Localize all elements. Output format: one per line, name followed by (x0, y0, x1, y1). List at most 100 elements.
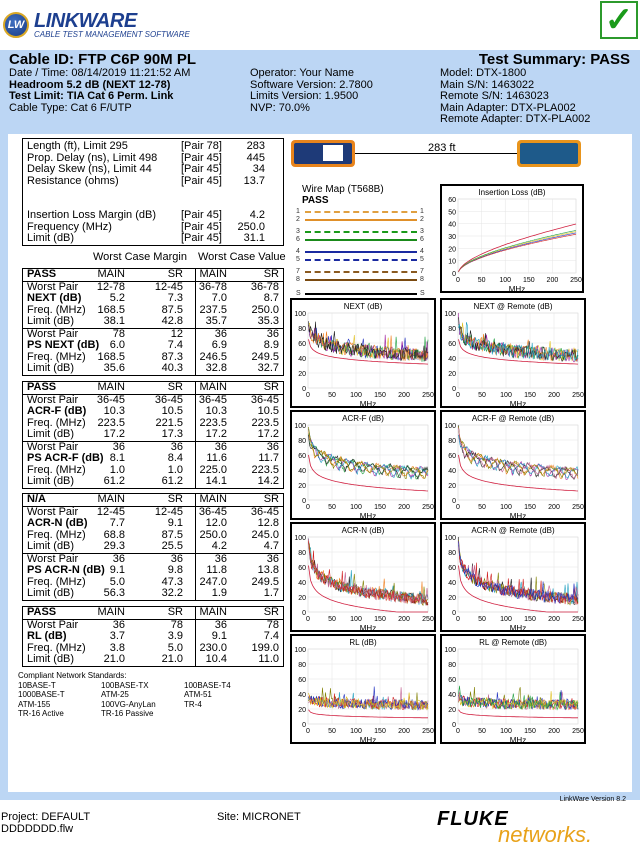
table-cell: 25.5 (161, 540, 183, 552)
data-series (308, 426, 429, 480)
summary-cell: [Pair 45] (181, 163, 222, 176)
wiremap-wire (305, 219, 417, 221)
table-cell: 10.3 (103, 405, 125, 417)
standard-item: 100BASE-TX (101, 680, 149, 690)
project-label: Project: DEFAULT (1, 811, 91, 823)
table-cell: Freq. (MHz) (27, 416, 86, 429)
table-cell: 3.8 (109, 641, 125, 654)
x-tick-label: 100 (500, 616, 512, 623)
linkware-logo-name: LINKWARE (34, 10, 137, 32)
wiremap-wire (305, 211, 417, 213)
file-name: DDDDDDD.flw (1, 823, 74, 835)
header-cell: MAIN (97, 381, 126, 393)
table-cell: 61.2 (161, 475, 183, 487)
table-header-row: PASS MAIN SR MAIN SR (23, 606, 283, 619)
wiremap-pin-right: 2 (420, 216, 424, 223)
table-cell: 87.5 (161, 303, 183, 316)
worst-case-margin-header: Worst Case Margin (93, 251, 187, 263)
table-cell: 7.0 (211, 292, 227, 304)
chart-plot: 0 20 40 60 80 100 0 50 100 150 200 250 MHz (444, 647, 584, 742)
y-tick-label: 80 (448, 438, 456, 445)
table-cell: 32.8 (205, 362, 227, 374)
x-tick-label: 100 (350, 728, 362, 735)
table-cell: 230.0 (199, 641, 227, 654)
table-divider (195, 269, 196, 375)
y-tick-label: 40 (448, 580, 456, 587)
x-tick-label: 50 (478, 504, 486, 511)
y-tick-label: 100 (294, 311, 306, 318)
x-tick-label: 150 (523, 277, 535, 284)
data-series (308, 428, 429, 480)
limit-line (308, 565, 428, 613)
table-cell: 9.8 (167, 564, 183, 576)
table-section: Worst Pair 36 36 36 36 PS ACR-F (dB) 8.1 8.4 11.… (23, 440, 283, 488)
wiremap-wire (305, 239, 417, 241)
wiremap-pin-right: 7 (420, 268, 424, 275)
summary-cell: Limit (dB) (27, 232, 75, 245)
summary-cell: 4.2 (249, 209, 265, 221)
table-header-row: PASS MAIN SR MAIN SR (23, 268, 283, 281)
summary-cell: Frequency (MHz) (27, 220, 112, 233)
table-row: Worst Pair 12-45 12-45 36-45 36-45 (23, 505, 283, 519)
table-cell: 5.0 (167, 641, 183, 654)
header-cell: PASS (27, 268, 57, 280)
x-tick-label: 200 (398, 728, 410, 735)
table-cell: Worst Pair (27, 552, 79, 565)
header-col3-line: Main Adapter: DTX-PLA002 (440, 101, 576, 114)
summary-cell: Delay Skew (ns), Limit 44 (27, 163, 152, 176)
wiremap-wire (305, 271, 417, 273)
header-col1-line: Headroom 5.2 dB (NEXT 12-78) (9, 78, 171, 91)
table-cell: 36-45 (154, 393, 183, 406)
x-tick-label: 50 (478, 277, 486, 284)
table-cell: 36-45 (250, 505, 279, 518)
chart-plot: 0 20 40 60 80 100 0 50 100 150 200 250 MHz (444, 535, 584, 630)
wiremap-pin-right: S (420, 290, 425, 297)
y-tick-label: 30 (448, 234, 456, 241)
table-cell: 250.0 (199, 528, 227, 541)
chart-title: ACR-N @ Remote (dB) (471, 526, 555, 535)
table-cell: 42.8 (161, 315, 183, 327)
table-cell: 36 (266, 440, 279, 453)
header-cell: PASS (27, 381, 57, 393)
table-cell: 17.3 (161, 428, 183, 440)
chart-plot: 0 20 40 60 80 100 0 50 100 150 200 250 MHz (444, 311, 584, 406)
table-cell: Limit (dB) (27, 587, 75, 599)
table-cell: 5.0 (109, 575, 125, 588)
y-tick-label: 0 (452, 271, 456, 278)
table-cell: 36 (214, 552, 227, 565)
table-cell: PS NEXT (dB) (27, 339, 100, 351)
table-cell: 32.2 (161, 587, 183, 599)
limit-line (458, 709, 578, 719)
table-cell: 36 (266, 552, 279, 565)
standard-item: 100VG-AnyLan (101, 699, 156, 709)
table-cell: 6.9 (211, 339, 227, 351)
x-tick-label: 150 (374, 504, 386, 511)
table-row: ACR-F (dB) 10.3 10.5 10.3 10.5 (23, 405, 283, 418)
x-tick-label: 100 (499, 277, 511, 284)
table-cell: 17.2 (257, 428, 279, 440)
wiremap-wire (305, 259, 417, 261)
standard-item: TR-16 Passive (101, 709, 154, 718)
chart-plot: 0 20 40 60 80 100 0 50 100 150 200 250 MHz (294, 423, 434, 518)
y-tick-label: 100 (294, 647, 306, 654)
y-tick-label: 40 (298, 692, 306, 699)
table-row: Freq. (MHz) 1.0 1.0 225.0 223.5 (23, 464, 283, 477)
header-col3-line: Model: DTX-1800 (440, 67, 527, 79)
table-cell: 47.3 (161, 575, 183, 588)
y-tick-label: 0 (302, 498, 306, 505)
chart-title: NEXT (dB) (343, 302, 383, 311)
data-series (308, 692, 429, 711)
table-cell: 29.3 (103, 540, 125, 552)
y-tick-label: 60 (448, 341, 456, 348)
table-cell: 14.1 (205, 475, 227, 487)
table-cell: 87.3 (161, 350, 183, 363)
y-tick-label: 100 (444, 311, 456, 318)
chart-rl-remote-db-: RL @ Remote (dB) 0 20 40 60 80 100 0 50 100 150 200… (440, 634, 586, 744)
y-tick-label: 60 (448, 565, 456, 572)
table-cell: 223.5 (199, 416, 227, 429)
table-cell: 12-78 (96, 280, 125, 293)
chart-title: ACR-F @ Remote (dB) (471, 414, 555, 423)
table-row: Worst Pair 36 78 36 78 (23, 619, 283, 632)
y-tick-label: 40 (448, 222, 456, 229)
networks-logo: networks. (498, 822, 593, 847)
